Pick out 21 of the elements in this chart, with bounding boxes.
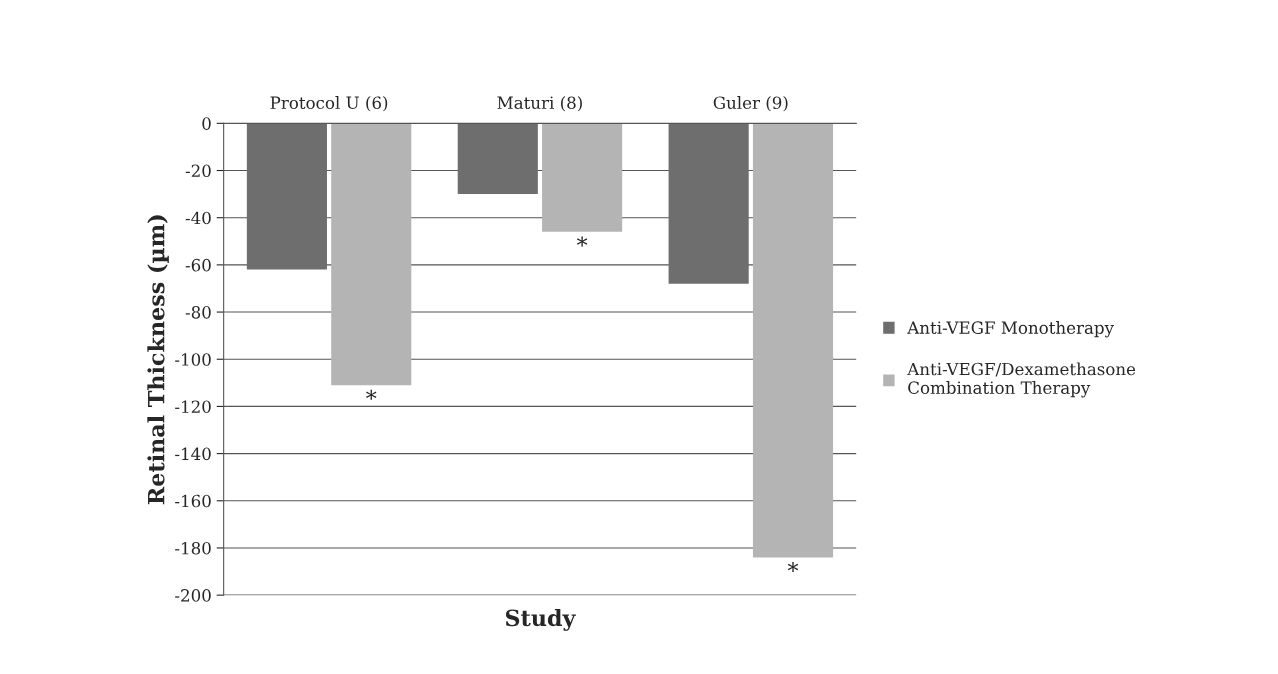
- y-tick-label: 0: [202, 117, 211, 130]
- legend-label: Anti-VEGF/Dexamethasone Combination Therapy: [907, 362, 1136, 398]
- y-tick-label: -120: [175, 400, 211, 413]
- annotation: *: [576, 236, 588, 247]
- y-tick-label: -60: [185, 258, 211, 272]
- y-tick-label: -140: [175, 447, 211, 461]
- annotation: *: [366, 389, 377, 400]
- y-tick-label: -180: [175, 541, 211, 555]
- y-tick-label: -100: [175, 353, 211, 366]
- x-axis-title: Study: [505, 609, 576, 631]
- annotation: *: [787, 561, 799, 573]
- y-tick-label: -200: [175, 589, 211, 602]
- y-tick-label: -20: [185, 164, 211, 178]
- legend-label: Anti-VEGF Monotherapy: [907, 321, 1114, 338]
- y-tick-label: -40: [185, 211, 211, 225]
- y-axis-title: Retinal Thickness (µm): [147, 215, 169, 505]
- y-tick-label: -80: [185, 306, 211, 319]
- y-tick-label: -160: [175, 494, 211, 508]
- x-tick-label: Protocol U (6): [270, 96, 388, 112]
- x-tick-label: Maturi (8): [497, 96, 582, 112]
- x-tick-label: Guler (9): [713, 96, 788, 112]
